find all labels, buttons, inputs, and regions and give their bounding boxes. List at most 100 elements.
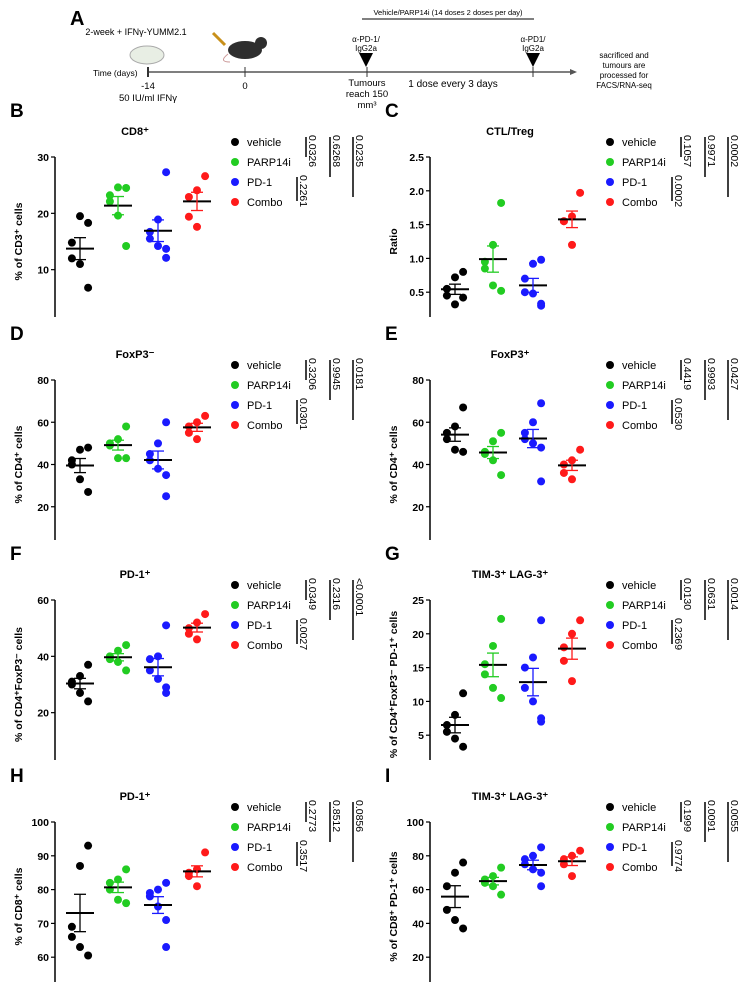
legend-label: PARP14i bbox=[622, 822, 666, 834]
data-point-vehicle bbox=[76, 861, 84, 870]
data-point-vehicle bbox=[459, 293, 468, 302]
data-point-vehicle bbox=[67, 238, 76, 247]
legend-marker bbox=[606, 863, 614, 871]
data-point-combo bbox=[576, 445, 585, 454]
legend-marker bbox=[606, 621, 614, 629]
data-point-parp14i bbox=[489, 872, 497, 881]
data-point-parp14i bbox=[497, 890, 506, 899]
panel-h: HPD-1⁺% of CD8⁺ cells5060708090100vehicl… bbox=[10, 766, 365, 982]
y-tick-label: 80 bbox=[37, 885, 49, 897]
data-point-parp14i bbox=[480, 449, 489, 458]
data-point-combo bbox=[184, 192, 193, 201]
pvalue-label: 0.0631 bbox=[705, 578, 717, 610]
y-tick-label: 1.0 bbox=[409, 253, 424, 265]
pvalue-label: 0.0002 bbox=[728, 135, 740, 167]
data-point-parp14i bbox=[122, 865, 131, 874]
dose1-label: α-PD-1/ bbox=[352, 35, 381, 44]
panel-letter: F bbox=[10, 544, 22, 565]
data-point-combo bbox=[559, 860, 568, 869]
data-point-parp14i bbox=[489, 683, 497, 692]
data-point-pd-1 bbox=[162, 916, 171, 925]
data-point-combo bbox=[184, 629, 193, 638]
data-point-vehicle bbox=[84, 283, 93, 292]
data-point-parp14i bbox=[497, 614, 506, 623]
pvalue-label: 0.0055 bbox=[728, 800, 740, 832]
data-point-pd-1 bbox=[537, 399, 546, 408]
data-point-combo bbox=[201, 848, 210, 857]
data-point-parp14i bbox=[114, 657, 122, 666]
legend-marker bbox=[231, 581, 239, 589]
legend-label: vehicle bbox=[622, 360, 656, 372]
legend-marker bbox=[231, 138, 239, 146]
legend-label: PD-1 bbox=[247, 620, 272, 632]
legend-label: Combo bbox=[622, 862, 657, 874]
data-point-combo bbox=[184, 428, 193, 437]
y-tick-label: 60 bbox=[412, 417, 424, 429]
data-point-parp14i bbox=[122, 641, 131, 650]
data-point-pd-1 bbox=[154, 674, 162, 683]
data-point-pd-1 bbox=[154, 242, 162, 251]
data-point-pd-1 bbox=[520, 274, 529, 283]
y-tick-label: 20 bbox=[412, 502, 424, 514]
chart-title: PD-1⁺ bbox=[120, 791, 151, 803]
y-tick-label: 60 bbox=[412, 885, 424, 897]
data-point-pd-1 bbox=[145, 655, 154, 664]
data-point-parp14i bbox=[497, 863, 506, 872]
legend-label: Combo bbox=[247, 197, 282, 209]
legend-marker bbox=[606, 803, 614, 811]
y-tick-label: 10 bbox=[412, 696, 424, 708]
data-point-parp14i bbox=[497, 471, 506, 480]
tumour-label: Tumours bbox=[348, 78, 385, 89]
data-point-pd-1 bbox=[537, 443, 546, 452]
legend-label: Combo bbox=[622, 640, 657, 652]
data-point-vehicle bbox=[442, 882, 451, 891]
legend-marker bbox=[231, 158, 239, 166]
y-tick-label: 100 bbox=[31, 817, 49, 829]
data-point-parp14i bbox=[497, 428, 506, 437]
end-label: FACS/RNA-seq bbox=[596, 81, 652, 90]
pvalue-label: 0.1057 bbox=[681, 135, 693, 167]
data-point-vehicle bbox=[76, 688, 84, 697]
data-point-parp14i bbox=[489, 281, 497, 290]
pvalue-label: 0.0014 bbox=[728, 578, 740, 610]
timeline-arrow bbox=[570, 69, 577, 75]
y-tick-label: 40 bbox=[412, 918, 424, 930]
data-point-vehicle bbox=[76, 475, 84, 484]
legend-label: PARP14i bbox=[247, 600, 291, 612]
legend-label: vehicle bbox=[622, 802, 656, 814]
y-tick-label: 20 bbox=[37, 208, 49, 220]
data-point-vehicle bbox=[459, 403, 468, 412]
data-point-parp14i bbox=[114, 454, 122, 463]
pvalue-label: 0.0130 bbox=[681, 578, 693, 610]
pvalue-label: 0.2773 bbox=[306, 800, 318, 832]
legend-marker bbox=[606, 843, 614, 851]
legend-marker bbox=[231, 401, 239, 409]
data-point-parp14i bbox=[114, 646, 122, 655]
data-point-vehicle bbox=[67, 922, 76, 931]
pvalue-label: 0.3517 bbox=[297, 840, 309, 872]
legend-marker bbox=[231, 863, 239, 871]
pvalue-label: 0.9774 bbox=[672, 840, 684, 872]
legend-label: PD-1 bbox=[247, 177, 272, 189]
pvalue-label: 0.8512 bbox=[330, 800, 342, 832]
data-point-vehicle bbox=[451, 868, 459, 877]
legend-label: PD-1 bbox=[622, 400, 647, 412]
y-tick-label: 15 bbox=[412, 663, 424, 675]
legend-label: PARP14i bbox=[622, 157, 666, 169]
y-tick-label: 1.5 bbox=[409, 220, 424, 232]
pvalue-label: 0.9993 bbox=[705, 358, 717, 390]
tick-minus14: -14 bbox=[141, 81, 155, 92]
y-tick-label: 25 bbox=[412, 595, 424, 607]
legend-marker bbox=[231, 198, 239, 206]
y-axis-label: % of CD8⁺ cells bbox=[13, 867, 25, 945]
pvalue-label: 0.0427 bbox=[728, 358, 740, 390]
data-point-parp14i bbox=[122, 666, 131, 675]
legend-marker bbox=[606, 421, 614, 429]
data-point-vehicle bbox=[84, 951, 93, 960]
data-point-combo bbox=[576, 188, 585, 197]
data-point-pd-1 bbox=[537, 616, 546, 625]
legend-label: vehicle bbox=[247, 580, 281, 592]
